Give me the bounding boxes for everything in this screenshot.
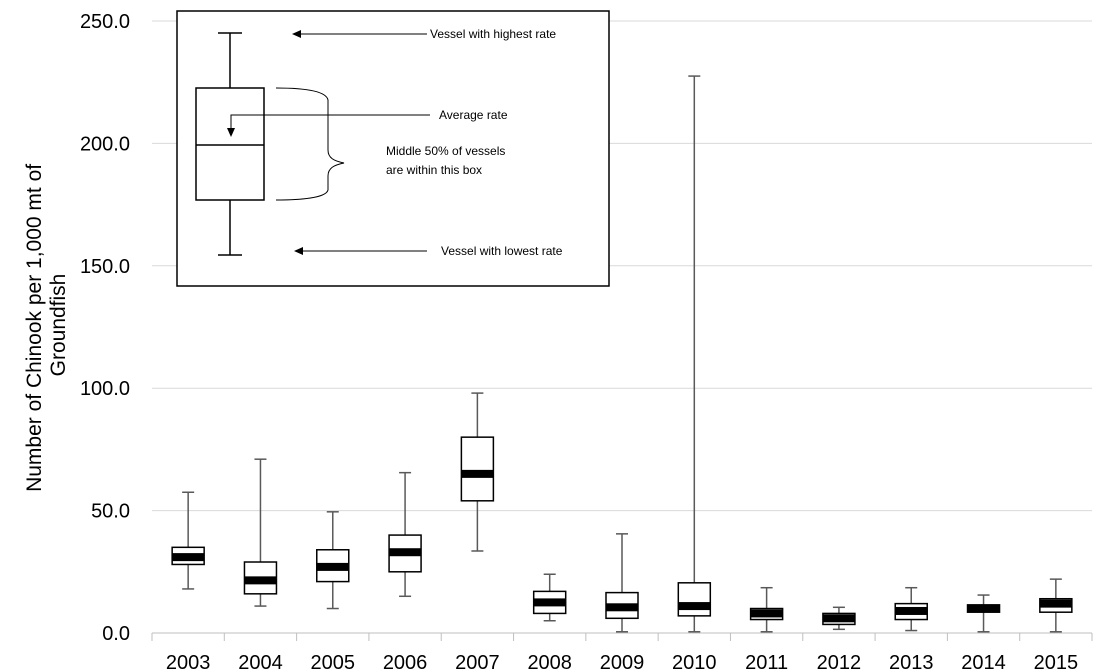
average-bar bbox=[678, 602, 711, 611]
iqr-box bbox=[460, 436, 495, 502]
average-bar bbox=[967, 604, 1000, 613]
box-2007 bbox=[460, 392, 495, 552]
box-2015 bbox=[1039, 578, 1073, 633]
x-tick-label: 2005 bbox=[311, 652, 356, 672]
y-tick-label: 100.0 bbox=[80, 378, 130, 400]
x-tick-label: 2003 bbox=[166, 652, 211, 672]
box-2010 bbox=[677, 75, 712, 633]
legend-example-box bbox=[195, 87, 265, 201]
box-2014 bbox=[966, 594, 1001, 633]
legend-label-lowest: Vessel with lowest rate bbox=[441, 244, 563, 258]
average-bar bbox=[316, 562, 349, 571]
legend-arrowhead-lowest bbox=[294, 247, 303, 255]
box-2008 bbox=[532, 573, 567, 622]
legend-arrowhead-highest bbox=[292, 30, 301, 38]
x-tick-label: 2014 bbox=[961, 652, 1006, 672]
box-2004 bbox=[243, 458, 278, 607]
x-tick-label: 2007 bbox=[455, 652, 500, 672]
average-bar bbox=[822, 614, 855, 623]
box-2006 bbox=[388, 471, 422, 598]
x-tick-label: 2004 bbox=[238, 652, 283, 672]
y-tick-labels: 0.0 50.0 100.0 150.0 200.0 250.0 bbox=[80, 11, 130, 645]
box-2013 bbox=[894, 586, 928, 632]
y-tick-label: 0.0 bbox=[102, 623, 130, 645]
box-2012 bbox=[822, 606, 856, 631]
box-series bbox=[171, 75, 1073, 633]
box-2009 bbox=[605, 533, 639, 633]
y-tick-label: 200.0 bbox=[80, 133, 130, 155]
legend-arrow-average bbox=[230, 114, 430, 129]
average-bar bbox=[1039, 599, 1072, 608]
average-bar bbox=[750, 609, 783, 618]
y-axis-title-line-1: Number of Chinook per 1,000 mt of bbox=[23, 164, 46, 492]
legend-label-middle-1: Middle 50% of vessels bbox=[386, 144, 505, 158]
y-tick-label: 250.0 bbox=[80, 11, 130, 33]
box-2003 bbox=[171, 491, 205, 590]
average-bar bbox=[606, 603, 638, 612]
y-tick-label: 150.0 bbox=[80, 256, 130, 278]
x-tick-label: 2010 bbox=[672, 652, 717, 672]
x-tick-label: 2006 bbox=[383, 652, 428, 672]
box-2011 bbox=[749, 586, 784, 633]
x-tick-label: 2013 bbox=[889, 652, 934, 672]
average-bar bbox=[244, 576, 277, 585]
average-bar bbox=[172, 553, 205, 562]
y-axis-title-line-2: Groundfish bbox=[47, 274, 70, 377]
x-tick-label: 2012 bbox=[817, 652, 862, 672]
x-tick-label: 2008 bbox=[527, 652, 572, 672]
x-tick-label: 2015 bbox=[1034, 652, 1079, 672]
legend-bracket bbox=[275, 87, 345, 201]
y-tick-label: 50.0 bbox=[91, 501, 130, 523]
average-bar bbox=[389, 548, 422, 557]
iqr-box bbox=[677, 582, 712, 617]
average-bar bbox=[461, 469, 494, 478]
x-tick-label: 2009 bbox=[600, 652, 645, 672]
average-bar bbox=[895, 606, 928, 615]
x-tick-label: 2011 bbox=[745, 652, 788, 672]
legend-box: Vessel with highest rate Average rate Mi… bbox=[176, 10, 610, 287]
legend-label-highest: Vessel with highest rate bbox=[430, 27, 556, 41]
legend-label-average: Average rate bbox=[439, 108, 508, 122]
box-2005 bbox=[316, 511, 350, 610]
average-bar bbox=[533, 598, 566, 607]
y-axis-title: Number of Chinook per 1,000 mt of Ground… bbox=[23, 158, 70, 492]
legend-label-middle-2: are within this box bbox=[386, 163, 482, 177]
legend-arrowhead-average bbox=[227, 128, 235, 137]
x-axis: 2003 2004 2005 2006 2007 2008 2009 2010 2011 2012… bbox=[151, 632, 1093, 672]
